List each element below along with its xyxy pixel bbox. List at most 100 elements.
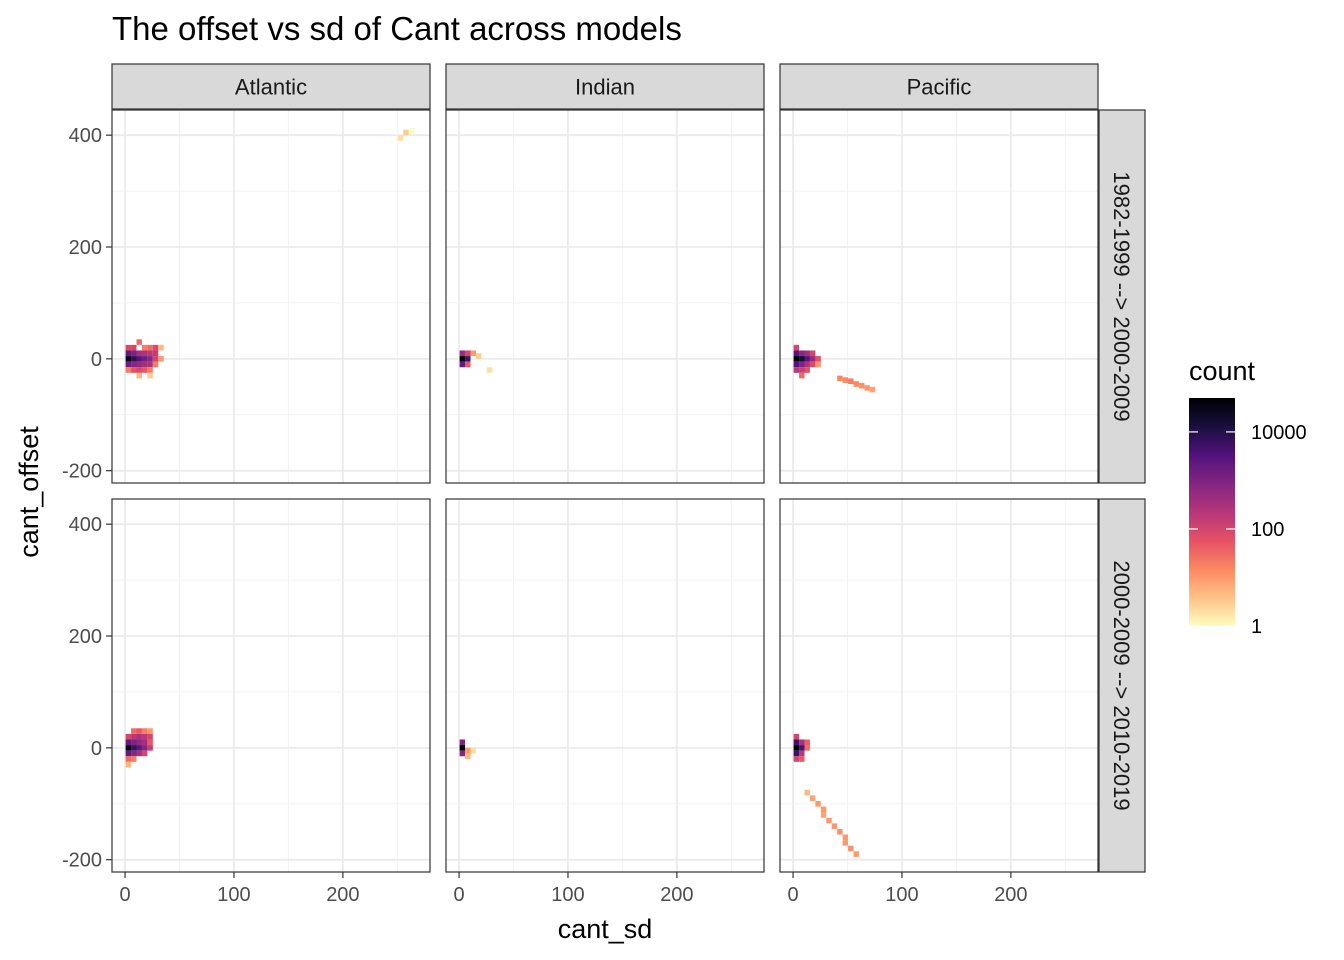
heatmap-cell xyxy=(869,386,876,393)
heatmap-cell xyxy=(125,733,132,740)
heatmap-cell xyxy=(459,350,466,357)
heatmap-cell xyxy=(136,356,142,362)
heatmap-cell xyxy=(815,361,821,368)
heatmap-cell xyxy=(125,739,132,746)
x-tick-label: 100 xyxy=(551,884,584,906)
panel-border xyxy=(111,498,431,873)
y-tick-label: 200 xyxy=(69,626,102,648)
heatmap-cell xyxy=(131,750,137,757)
heatmap-cell xyxy=(793,756,800,762)
heatmap-cell xyxy=(136,339,142,345)
panel-pacific-1 xyxy=(779,109,1099,484)
heatmap-cell xyxy=(147,367,153,373)
heatmap-cell xyxy=(136,372,142,379)
legend-colorbar xyxy=(1189,398,1235,626)
heatmap-cell xyxy=(809,361,816,368)
heatmap-cell xyxy=(459,739,466,746)
panel-background xyxy=(780,110,1098,483)
heatmap-cell xyxy=(136,728,142,734)
heatmap-cell xyxy=(799,739,805,746)
heatmap-cell xyxy=(804,367,810,373)
heatmap-cell xyxy=(131,756,137,762)
heatmap-cell xyxy=(793,745,800,751)
heatmap-cell xyxy=(815,800,821,807)
x-axis-title: cant_sd xyxy=(558,914,653,944)
heatmap-cell xyxy=(158,344,164,351)
heatmap-cell xyxy=(152,344,159,351)
legend-label: 100 xyxy=(1251,519,1284,541)
heatmap-cell xyxy=(141,350,148,357)
heatmap-cell xyxy=(125,750,132,757)
heatmap-cell xyxy=(136,750,142,757)
heatmap-cell xyxy=(136,745,142,751)
heatmap-cell xyxy=(141,750,148,757)
y-tick-label: -200 xyxy=(62,461,102,483)
heatmap-cell xyxy=(848,845,854,852)
heatmap-cell xyxy=(131,350,137,357)
heatmap-cell xyxy=(799,745,805,751)
heatmap-cell xyxy=(842,840,849,846)
heatmap-cell xyxy=(141,728,148,734)
panel-background xyxy=(780,499,1098,872)
facet-strip-label: Indian xyxy=(575,75,635,100)
heatmap-cell xyxy=(793,367,800,373)
heatmap-cell xyxy=(799,750,805,757)
x-tick-label: 0 xyxy=(788,884,799,906)
heatmap-cell xyxy=(459,356,466,362)
heatmap-cell xyxy=(125,350,132,357)
panel-border xyxy=(779,498,1099,873)
heatmap-cell xyxy=(136,367,142,373)
heatmap-cell xyxy=(397,135,404,141)
heatmap-cell xyxy=(408,127,415,134)
heatmap-cell xyxy=(837,375,843,382)
heatmap-cell xyxy=(864,385,870,391)
x-tick-label: 200 xyxy=(660,884,693,906)
heatmap-cell xyxy=(809,350,816,357)
heatmap-cell xyxy=(799,350,805,357)
x-tick-label: 0 xyxy=(454,884,465,906)
x-tick-label: 0 xyxy=(120,884,131,906)
x-tick-label: 100 xyxy=(217,884,250,906)
heatmap-cell xyxy=(793,344,800,351)
heatmap-cell xyxy=(804,789,810,796)
heatmap-cell xyxy=(799,756,805,762)
heatmap-cell xyxy=(136,361,142,368)
panel-border xyxy=(445,109,765,484)
heatmap-cell xyxy=(820,806,827,813)
panel-background xyxy=(446,499,764,872)
heatmap-cell xyxy=(152,350,159,357)
heatmap-cell xyxy=(136,733,142,740)
heatmap-cell xyxy=(799,372,805,379)
heatmap-cell xyxy=(804,356,810,362)
heatmap-cell xyxy=(147,733,153,740)
heatmap-cell xyxy=(131,344,137,351)
heatmap-cell xyxy=(793,733,800,740)
heatmap-cell xyxy=(793,350,800,357)
heatmap-cell xyxy=(403,129,409,136)
panel-border xyxy=(445,498,765,873)
heatmap-cell xyxy=(131,733,137,740)
heatmap-cell xyxy=(793,750,800,757)
heatmap-cell xyxy=(459,750,466,757)
heatmap-cell xyxy=(131,367,137,373)
y-tick-label: 200 xyxy=(69,237,102,259)
legend: count 1 100 10000 xyxy=(1189,356,1307,638)
x-tick-label: 200 xyxy=(326,884,359,906)
facet-row-strip-label: 1982-1999 --> 2000-2009 xyxy=(1109,171,1134,421)
heatmap-cell xyxy=(842,377,849,383)
panels-layer: Atlantic Indian Pacific 1982-1999 --> 2000-… xyxy=(62,63,1146,906)
panel-background xyxy=(112,110,430,483)
panel-background xyxy=(112,499,430,872)
heatmap-cell xyxy=(809,356,816,362)
x-tick-label: 200 xyxy=(994,884,1027,906)
heatmap-cell xyxy=(147,739,153,746)
heatmap-cell xyxy=(136,739,142,746)
heatmap-cell xyxy=(793,356,800,362)
facet-strip-label: Pacific xyxy=(907,75,972,100)
legend-label: 1 xyxy=(1251,616,1262,638)
heatmap-cell xyxy=(799,356,805,362)
heatmap-cell xyxy=(147,372,153,379)
heatmap-cell xyxy=(470,350,476,357)
heatmap-cell xyxy=(831,823,838,829)
x-tick-label: 100 xyxy=(885,884,918,906)
